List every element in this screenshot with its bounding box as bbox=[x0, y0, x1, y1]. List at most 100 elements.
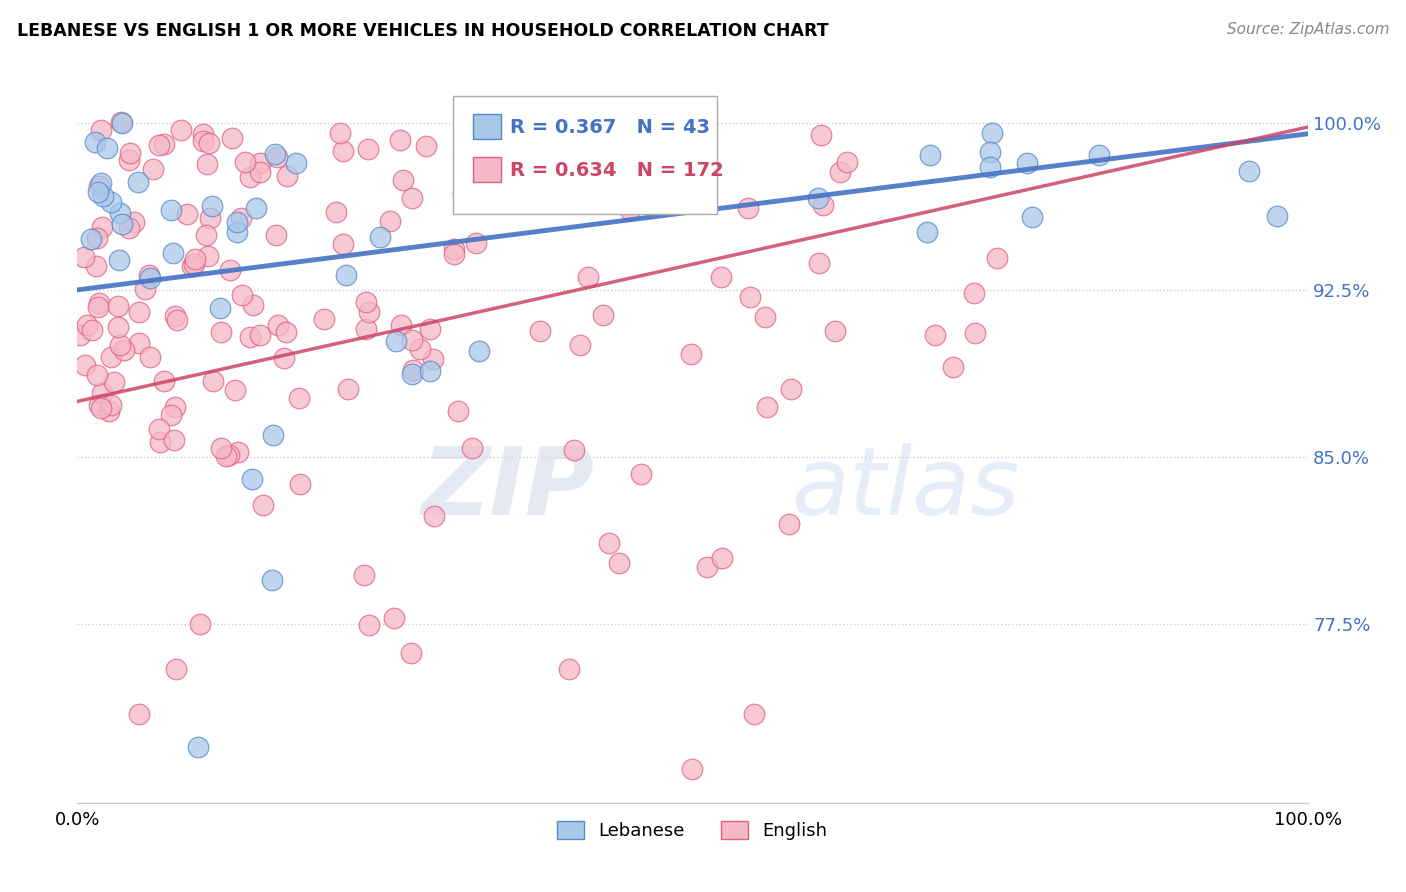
Point bbox=[195, 227, 218, 242]
Point bbox=[389, 133, 412, 147]
Text: Source: ZipAtlas.com: Source: ZipAtlas.com bbox=[1226, 22, 1389, 37]
Point bbox=[592, 308, 614, 322]
Point bbox=[808, 256, 831, 270]
Point bbox=[737, 201, 759, 215]
Point bbox=[981, 127, 1004, 141]
Point bbox=[401, 367, 423, 381]
Point bbox=[153, 137, 176, 152]
Point bbox=[596, 178, 619, 193]
Point bbox=[681, 347, 703, 361]
Point bbox=[599, 189, 621, 203]
Point bbox=[551, 139, 574, 153]
Point bbox=[986, 251, 1008, 265]
Point bbox=[201, 374, 224, 388]
Point bbox=[159, 409, 181, 423]
Point bbox=[226, 444, 249, 458]
Point bbox=[198, 136, 221, 151]
Point bbox=[312, 311, 335, 326]
Point bbox=[191, 134, 214, 148]
Point bbox=[100, 398, 122, 412]
Point bbox=[149, 434, 172, 449]
Point bbox=[87, 300, 110, 314]
Point bbox=[231, 288, 253, 302]
Point bbox=[112, 343, 135, 357]
Point bbox=[224, 384, 246, 398]
Point bbox=[239, 330, 262, 344]
Point bbox=[359, 617, 381, 632]
Point bbox=[134, 282, 156, 296]
Point bbox=[89, 398, 111, 412]
Point bbox=[380, 213, 402, 227]
Point bbox=[401, 333, 423, 347]
Point bbox=[384, 334, 406, 349]
Point bbox=[607, 556, 630, 570]
Point bbox=[100, 195, 122, 210]
Point bbox=[443, 247, 465, 261]
Point bbox=[108, 252, 131, 267]
Point bbox=[813, 197, 835, 211]
Point bbox=[191, 128, 214, 142]
FancyBboxPatch shape bbox=[453, 96, 717, 214]
Point bbox=[262, 573, 284, 587]
Point bbox=[249, 327, 271, 342]
Point bbox=[266, 318, 288, 332]
Point bbox=[630, 467, 652, 481]
Point bbox=[780, 382, 803, 396]
Point bbox=[118, 221, 141, 235]
Point bbox=[97, 404, 120, 418]
Point bbox=[568, 337, 591, 351]
Point bbox=[76, 318, 98, 332]
Point bbox=[138, 268, 160, 283]
Point bbox=[245, 201, 267, 215]
Point bbox=[80, 232, 103, 246]
Point bbox=[329, 126, 352, 140]
Bar bbox=[474, 114, 501, 139]
Point bbox=[166, 313, 188, 327]
Point bbox=[392, 172, 415, 186]
Point bbox=[183, 258, 205, 272]
Point bbox=[284, 156, 307, 170]
Point bbox=[382, 610, 405, 624]
Point bbox=[160, 202, 183, 217]
Point bbox=[165, 309, 187, 323]
Point bbox=[399, 647, 422, 661]
Point bbox=[619, 202, 641, 217]
Point bbox=[359, 305, 381, 319]
Point bbox=[710, 551, 733, 566]
Point bbox=[830, 165, 852, 179]
Point bbox=[419, 364, 441, 378]
Point bbox=[249, 156, 271, 170]
Point bbox=[353, 567, 375, 582]
Point bbox=[401, 190, 423, 204]
Point bbox=[148, 421, 170, 435]
Point bbox=[357, 142, 380, 156]
Point bbox=[409, 342, 432, 356]
Point bbox=[108, 206, 131, 220]
Point bbox=[141, 161, 163, 176]
Point bbox=[598, 536, 620, 550]
Point bbox=[738, 290, 761, 304]
Point bbox=[423, 509, 446, 524]
Point bbox=[422, 351, 444, 366]
Point bbox=[163, 400, 186, 414]
Point bbox=[755, 400, 778, 414]
Point bbox=[139, 350, 162, 364]
Point bbox=[188, 617, 212, 632]
Point bbox=[103, 375, 125, 389]
Point bbox=[924, 328, 946, 343]
Point bbox=[742, 706, 765, 721]
Point bbox=[239, 169, 262, 184]
Point bbox=[562, 442, 585, 457]
Point bbox=[249, 165, 271, 179]
Point bbox=[195, 156, 218, 170]
Point bbox=[111, 218, 134, 232]
Point bbox=[93, 189, 115, 203]
Point bbox=[75, 358, 97, 372]
Point bbox=[368, 230, 391, 244]
Point bbox=[979, 160, 1001, 174]
Point bbox=[82, 323, 104, 337]
Point bbox=[118, 153, 141, 167]
Point bbox=[835, 155, 858, 169]
Point bbox=[252, 499, 274, 513]
Point bbox=[180, 259, 202, 273]
